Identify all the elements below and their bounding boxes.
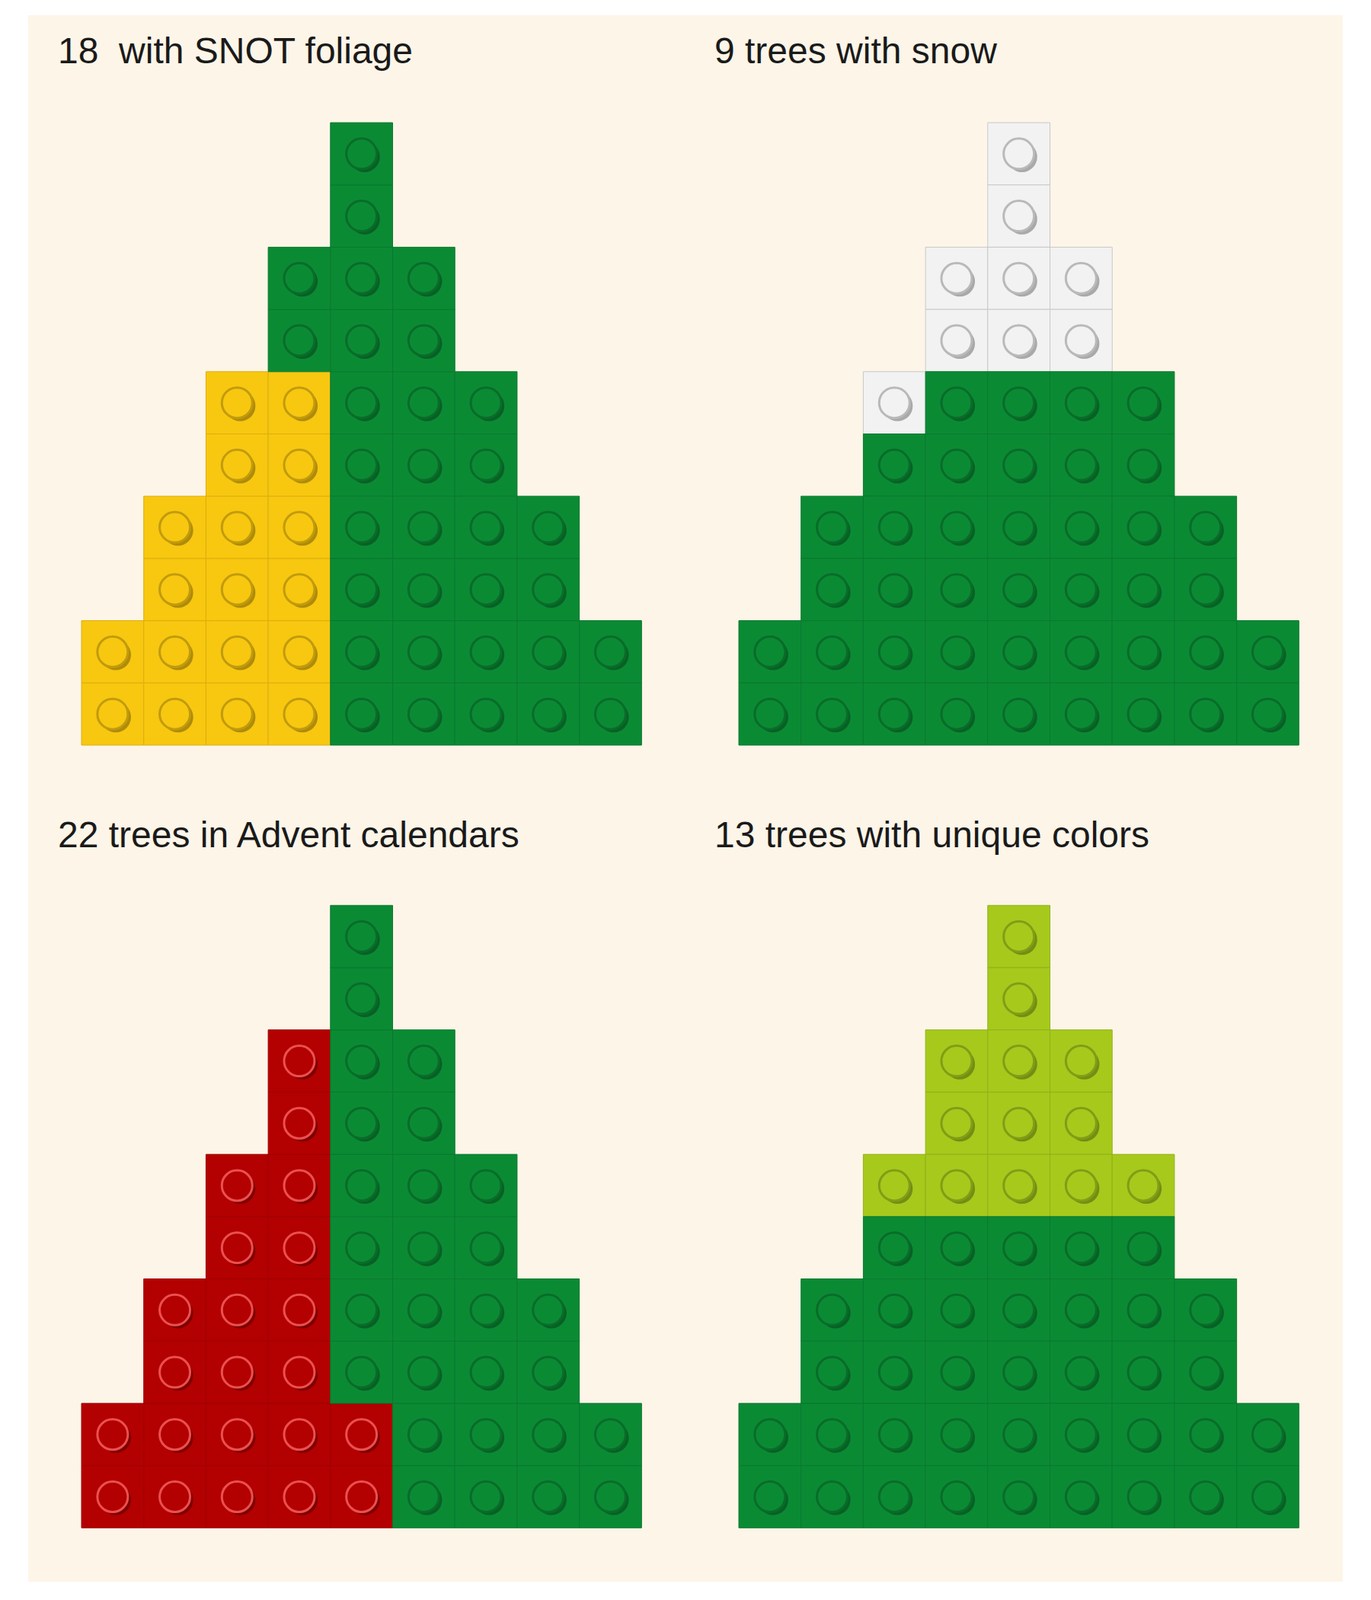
- svg-text:18 with SNOT foliage: 18 with SNOT foliage: [57, 30, 413, 71]
- svg-text:22 trees in Advent calendars: 22 trees in Advent calendars: [57, 814, 520, 855]
- svg-text:9 trees with snow: 9 trees with snow: [714, 30, 998, 71]
- svg-text:13 trees with unique colors: 13 trees with unique colors: [714, 814, 1150, 855]
